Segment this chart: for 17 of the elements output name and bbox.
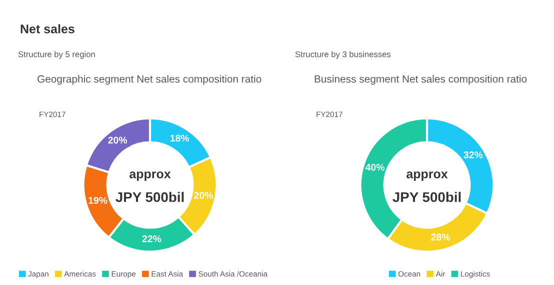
chart-title: Geographic segment Net sales composition ratio: [38, 75, 262, 85]
text: Structure by 3 businesses: [295, 51, 391, 59]
text: JPY 500bil: [392, 192, 461, 202]
data-label: 20%: [108, 136, 128, 144]
chart-title: Business segment Net sales composition ratio: [314, 75, 527, 85]
text: JPY 500bil: [116, 192, 184, 202]
data-label: 22%: [142, 235, 162, 242]
data-label: 40%: [365, 164, 384, 171]
text: approx: [406, 171, 448, 181]
text: approx: [130, 171, 171, 181]
data-label: 18%: [170, 134, 190, 142]
data-label: 19%: [88, 196, 108, 204]
text: Net sales: [20, 24, 74, 34]
data-label: 32%: [464, 151, 483, 158]
data-label: 28%: [431, 234, 450, 241]
text: Structure by 5 region: [18, 51, 95, 59]
data-label: 20%: [194, 192, 213, 199]
